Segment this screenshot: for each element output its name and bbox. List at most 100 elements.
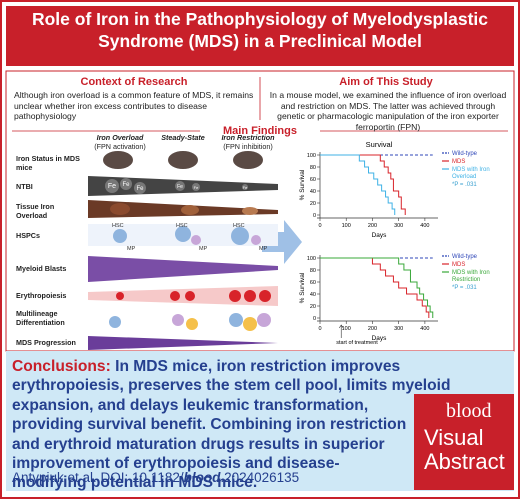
rbc [244,290,256,302]
fe-ion [105,179,119,193]
cell [257,313,271,327]
fe-label: Fe [122,182,130,188]
column-heading: Steady-State [151,133,215,143]
y-axis-label: % Survival [299,169,306,200]
y-tick-label: 100 [307,153,316,159]
hsc-label: HSC [112,223,124,229]
legend-label: MDS with Iron Overload [452,167,490,180]
legend-label: MDS [452,159,465,165]
x-tick-label: 200 [368,223,377,229]
survival-curve [320,257,430,318]
annotation: *P = .031 [452,285,477,291]
logo-line1: Visual [424,425,484,450]
logo-brand: blood [446,400,492,422]
hsc-label: HSC [176,223,188,229]
cell [113,229,127,243]
survival-curve [320,154,406,215]
cell [243,317,257,331]
survival-curve [320,154,396,215]
row-label: Iron Status in MDS mice [16,154,80,172]
legend-label: Wild-type [452,254,478,260]
rbc [116,292,124,300]
cell [229,313,243,327]
citation-suffix: .2024026135 [220,470,300,485]
rbc [185,291,195,301]
cell [231,227,249,245]
column-title: Steady-State [161,133,205,142]
chart-title: Survival [366,140,393,149]
cell [175,226,191,242]
citation: Antypiuk et al. DOI: 10.1182/blood.20240… [12,470,299,485]
rbc [170,291,180,301]
column-subtitle: (FPN activation) [94,141,146,151]
legend-label: MDS with Iron Restriction [452,270,490,283]
note-arrow [338,324,344,338]
conclusions: Conclusions: In MDS mice, iron restricti… [12,357,510,493]
header-band [6,6,514,66]
mp-label: MP [259,246,268,252]
mouse [103,151,133,169]
rbc [259,290,271,302]
conclusions-label: Conclusions: [12,358,111,375]
rbc [229,290,241,302]
row-label: Tissue Iron Overload [16,202,55,220]
fe-label: Fe [177,184,183,190]
organ [242,207,258,215]
column-title: Iron Overload [96,133,144,142]
x-axis-label: Days [372,335,388,342]
row-label: HSPCs [16,231,40,240]
fe-label: Fe [194,185,199,190]
ery-wedge [88,286,278,306]
cell [109,316,121,328]
arrow [262,220,302,264]
progression-wedge [88,336,278,350]
x-tick-label: 0 [318,326,321,332]
cell [191,235,201,245]
y-tick-label: 80 [310,268,316,274]
x-tick-label: 100 [342,223,351,229]
y-tick-label: 80 [310,165,316,171]
fe-ion [120,178,132,190]
mouse [168,151,198,169]
fe-ion [242,184,248,190]
annotation: *P = .031 [452,182,477,188]
mouse [233,151,263,169]
y-tick-label: 60 [310,280,316,286]
x-tick-label: 300 [394,326,403,332]
cell [186,318,198,330]
fe-ion [175,181,185,191]
row-label: MDS Progression [16,338,76,347]
x-tick-label: 400 [420,223,429,229]
x-tick-label: 300 [394,223,403,229]
y-tick-label: 20 [310,201,316,207]
organ [110,203,130,215]
y-tick-label: 0 [313,316,316,322]
cell [172,314,184,326]
row-label: Multilineage Differentiation [16,309,65,327]
row-label: NTBI [16,182,33,191]
y-tick-label: 0 [313,213,316,219]
cell [251,235,261,245]
legend-label: Wild-type [452,151,478,157]
conclusions-text: In MDS mice, iron restriction improves e… [12,358,451,492]
aim-text: In a mouse model, we examined the influe… [269,90,507,132]
column-title: Iron Restriction [221,133,275,142]
row-label: Myeloid Blasts [16,264,67,273]
hsc-label: HSC [233,223,245,229]
illustration [88,151,278,350]
x-tick-label: 200 [368,326,377,332]
y-tick-label: 20 [310,304,316,310]
x-tick-label: 0 [318,223,321,229]
x-tick-label: 400 [420,326,429,332]
note: start of treatment [336,340,378,346]
citation-journal: blood [183,470,221,485]
fe-label: Fe [108,183,116,190]
x-axis-label: Days [372,232,388,239]
row-label: Erythropoiesis [16,291,67,300]
y-tick-label: 100 [307,256,316,262]
fe-ion [192,183,200,191]
logo-box [414,394,514,490]
x-tick-label: 100 [342,326,351,332]
mp-label: MP [199,246,208,252]
